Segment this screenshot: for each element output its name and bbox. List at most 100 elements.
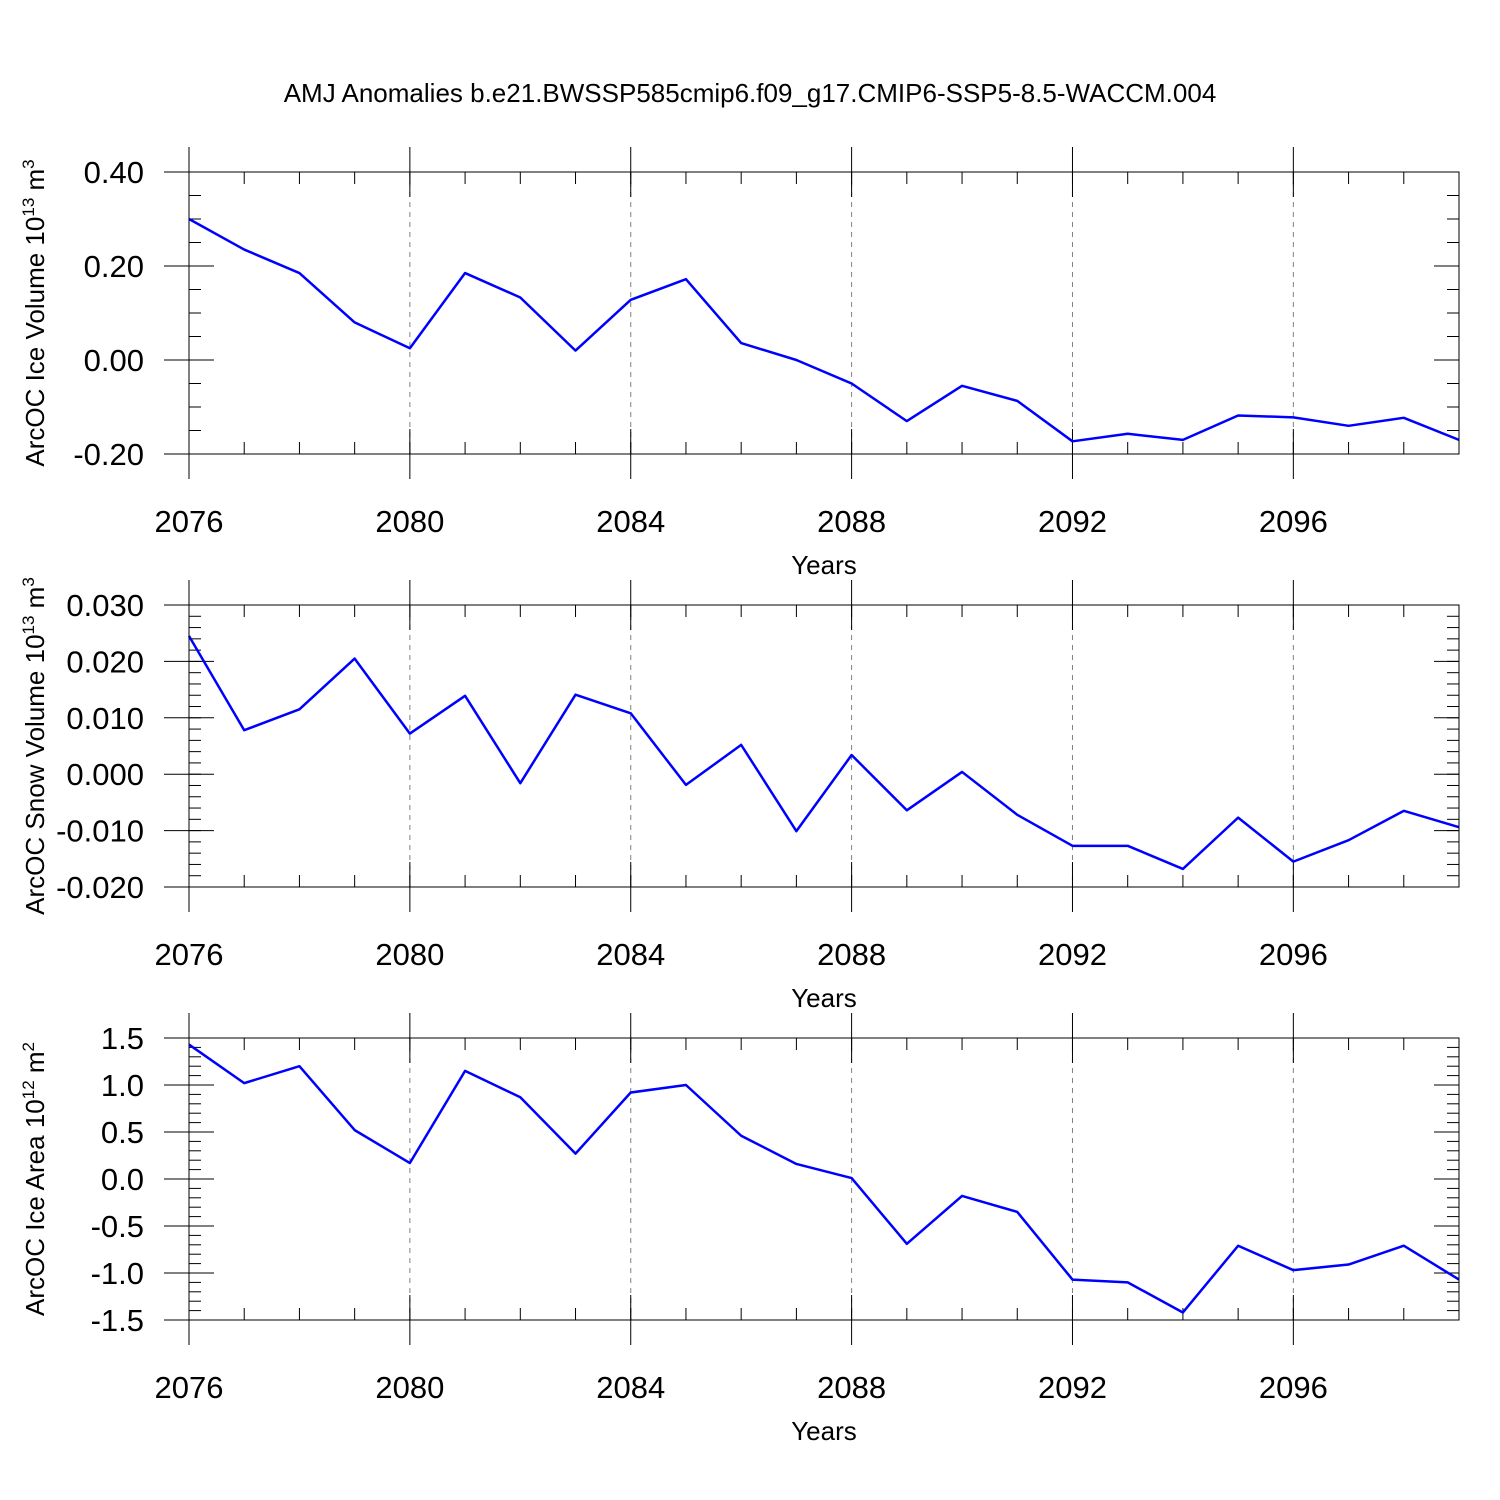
data-point — [684, 277, 688, 281]
data-point — [794, 829, 798, 833]
y-tick-label: 0.030 — [66, 588, 144, 623]
plot-panel-2: -0.020 -0.010 0.000 0.010 0.020 0.030 2076 2080… — [19, 577, 1460, 1013]
data-point — [297, 1064, 301, 1068]
data-point — [850, 1176, 854, 1180]
x-tick-label: 2088 — [817, 1370, 886, 1405]
y-axis-label: ArcOC Ice Area 1012 m2 — [19, 1042, 50, 1316]
data-point — [463, 271, 467, 275]
x-axis-label: Years — [791, 550, 857, 580]
data-point — [684, 783, 688, 787]
series-line — [188, 1043, 1460, 1314]
data-point — [684, 1083, 688, 1087]
x-tick-label: 2080 — [375, 504, 444, 539]
x-tick-label: 2080 — [375, 937, 444, 972]
x-tick-label: 2076 — [155, 1370, 224, 1405]
data-point — [408, 732, 412, 736]
data-point — [1402, 416, 1406, 420]
x-tick-label: 2076 — [155, 504, 224, 539]
x-tick-label: 2092 — [1038, 504, 1107, 539]
data-point — [1181, 1310, 1185, 1314]
data-point — [518, 781, 522, 785]
series-line — [187, 635, 1460, 871]
y-tick-label: 0.00 — [84, 343, 144, 378]
y-tick-label: 0.0 — [101, 1162, 144, 1197]
data-point — [1126, 1280, 1130, 1284]
data-point — [1070, 439, 1074, 443]
data-point — [408, 346, 412, 350]
y-axis-label: ArcOC Ice Volume 1013 m3 — [19, 159, 50, 466]
data-point — [1181, 867, 1185, 871]
data-point — [739, 1134, 743, 1138]
y-tick-label: 1.0 — [101, 1068, 144, 1103]
data-point — [960, 384, 964, 388]
data-point — [574, 1152, 578, 1156]
x-tick-label: 2088 — [817, 504, 886, 539]
data-point — [1015, 1210, 1019, 1214]
plot-frame — [188, 171, 1460, 455]
x-axis-label: Years — [791, 1416, 857, 1446]
x-tick-label: 2096 — [1259, 1370, 1328, 1405]
data-point — [1347, 424, 1351, 428]
data-point — [242, 728, 246, 732]
data-point — [518, 1095, 522, 1099]
data-point — [850, 753, 854, 757]
data-point — [297, 707, 301, 711]
data-point — [1236, 1244, 1240, 1248]
data-point — [574, 349, 578, 353]
data-point — [794, 1162, 798, 1166]
data-point — [794, 358, 798, 362]
data-point — [1070, 844, 1074, 848]
data-point — [1236, 816, 1240, 820]
series-line — [188, 217, 1460, 443]
x-axis-label: Years — [791, 983, 857, 1013]
plot-frame — [188, 1037, 1460, 1321]
y-tick-label: 0.5 — [101, 1115, 144, 1150]
data-point — [850, 382, 854, 386]
data-point — [629, 298, 633, 302]
y-tick-label: -0.5 — [91, 1209, 144, 1244]
data-point — [297, 271, 301, 275]
data-point — [408, 1161, 412, 1165]
data-point — [1347, 1263, 1351, 1267]
data-point — [1402, 1244, 1406, 1248]
data-point — [629, 711, 633, 715]
data-point — [1126, 844, 1130, 848]
data-point — [1347, 838, 1351, 842]
x-tick-label: 2080 — [375, 1370, 444, 1405]
data-point — [518, 295, 522, 299]
data-point — [960, 770, 964, 774]
y-tick-label: 0.20 — [84, 249, 144, 284]
x-tick-label: 2084 — [596, 1370, 665, 1405]
data-point — [463, 694, 467, 698]
plot-panel-3: -1.5 -1.0 -0.5 0.0 0.5 1.0 1.5 2076 2080 2084 2088… — [19, 1013, 1460, 1446]
chart-title: AMJ Anomalies b.e21.BWSSP585cmip6.f09_g1… — [283, 78, 1217, 108]
y-tick-label: -1.5 — [91, 1303, 144, 1338]
data-point — [463, 1069, 467, 1073]
y-axis-label: ArcOC Snow Volume 1013 m3 — [19, 577, 50, 915]
x-tick-label: 2092 — [1038, 1370, 1107, 1405]
data-point — [1070, 1278, 1074, 1282]
data-point — [242, 248, 246, 252]
y-tick-label: -0.010 — [56, 814, 144, 849]
data-point — [242, 1081, 246, 1085]
plot-frame — [188, 604, 1460, 888]
data-point — [960, 1194, 964, 1198]
x-tick-label: 2096 — [1259, 937, 1328, 972]
data-point — [905, 808, 909, 812]
data-point — [574, 693, 578, 697]
data-point — [1181, 438, 1185, 442]
data-point — [1126, 432, 1130, 436]
data-point — [353, 320, 357, 324]
x-tick-label: 2076 — [155, 937, 224, 972]
x-tick-label: 2084 — [596, 937, 665, 972]
data-point — [1291, 415, 1295, 419]
data-point — [353, 657, 357, 661]
y-tick-label: 0.000 — [66, 757, 144, 792]
data-point — [1402, 809, 1406, 813]
data-point — [905, 1242, 909, 1246]
x-tick-label: 2092 — [1038, 937, 1107, 972]
y-tick-label: 0.40 — [84, 155, 144, 190]
data-point — [739, 743, 743, 747]
